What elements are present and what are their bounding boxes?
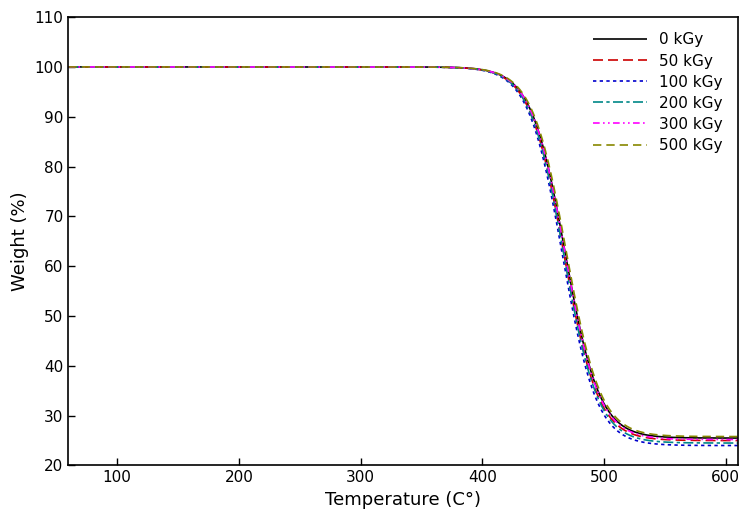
Line: 0 kGy: 0 kGy [69, 67, 738, 438]
500 kGy [64, 64, 73, 70]
500 kGy [180, 64, 189, 70]
50 kGy [180, 64, 189, 70]
200 kGy [648, 438, 657, 444]
200 kGy [349, 64, 358, 70]
300 kGy [349, 64, 358, 70]
X-axis label: Temperature (C°): Temperature (C°) [325, 491, 481, 509]
50 kGy [349, 64, 358, 70]
100 kGy [321, 64, 330, 70]
500 kGy [321, 64, 330, 70]
50 kGy [721, 437, 730, 444]
Line: 100 kGy: 100 kGy [69, 67, 738, 446]
Legend: 0 kGy, 50 kGy, 100 kGy, 200 kGy, 300 kGy, 500 kGy: 0 kGy, 50 kGy, 100 kGy, 200 kGy, 300 kGy… [586, 25, 730, 161]
100 kGy [648, 440, 657, 447]
Y-axis label: Weight (%): Weight (%) [11, 191, 29, 291]
200 kGy [721, 440, 730, 446]
0 kGy [64, 64, 73, 70]
100 kGy [64, 64, 73, 70]
200 kGy [64, 64, 73, 70]
0 kGy [733, 435, 742, 441]
0 kGy [321, 64, 330, 70]
200 kGy [140, 64, 149, 70]
0 kGy [648, 433, 657, 439]
300 kGy [733, 436, 742, 443]
300 kGy [140, 64, 149, 70]
300 kGy [721, 436, 730, 443]
50 kGy [733, 437, 742, 444]
Line: 200 kGy: 200 kGy [69, 67, 738, 443]
500 kGy [140, 64, 149, 70]
100 kGy [733, 443, 742, 449]
500 kGy [733, 434, 742, 440]
0 kGy [349, 64, 358, 70]
0 kGy [180, 64, 189, 70]
300 kGy [321, 64, 330, 70]
50 kGy [321, 64, 330, 70]
Line: 300 kGy: 300 kGy [69, 67, 738, 439]
500 kGy [648, 431, 657, 437]
0 kGy [140, 64, 149, 70]
100 kGy [349, 64, 358, 70]
300 kGy [648, 434, 657, 440]
50 kGy [140, 64, 149, 70]
50 kGy [648, 435, 657, 441]
100 kGy [180, 64, 189, 70]
500 kGy [349, 64, 358, 70]
100 kGy [140, 64, 149, 70]
100 kGy [721, 443, 730, 449]
0 kGy [721, 435, 730, 441]
200 kGy [321, 64, 330, 70]
300 kGy [180, 64, 189, 70]
50 kGy [64, 64, 73, 70]
500 kGy [721, 434, 730, 440]
Line: 500 kGy: 500 kGy [69, 67, 738, 437]
200 kGy [733, 440, 742, 446]
200 kGy [180, 64, 189, 70]
Line: 50 kGy: 50 kGy [69, 67, 738, 440]
300 kGy [64, 64, 73, 70]
